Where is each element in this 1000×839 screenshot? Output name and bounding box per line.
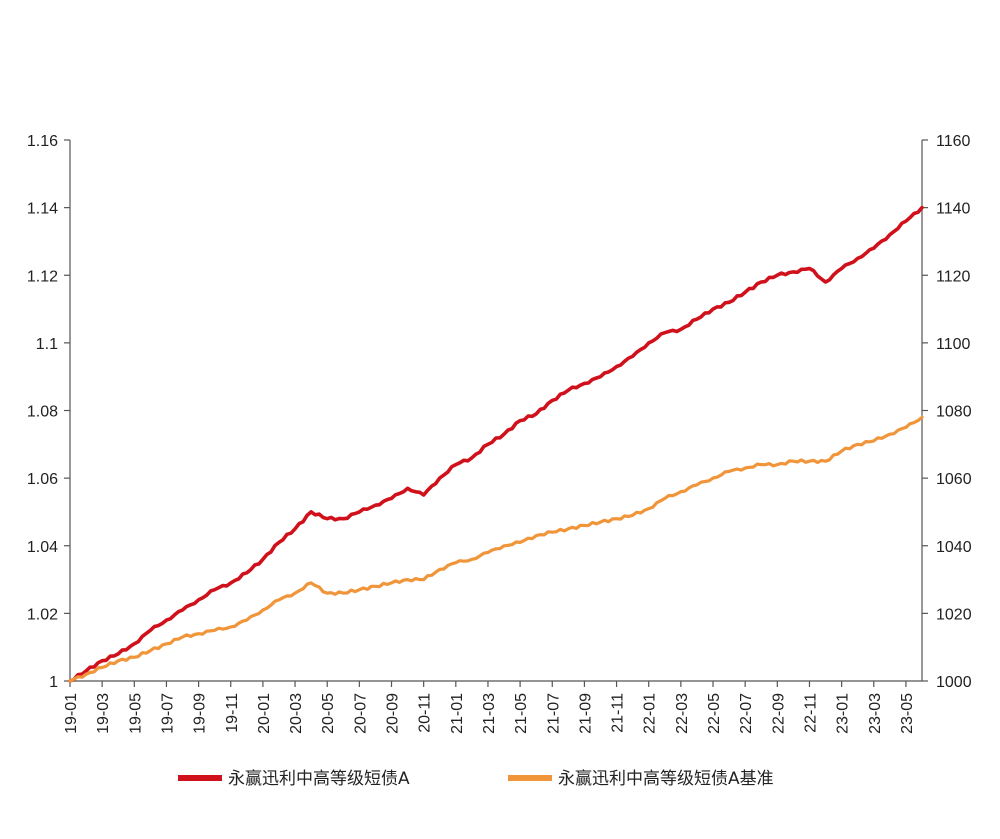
left-y-tick-label: 1.06 [27, 471, 58, 488]
right-y-axis-ticks: 1000 1020 1040 1060 1080 1100 1120 1140 1160 [922, 133, 972, 691]
left-y-tick-label: 1.14 [27, 201, 58, 218]
x-tick-label: 23-05 [899, 693, 916, 734]
x-tick-label: 19-11 [224, 693, 241, 733]
x-tick-label: 21-07 [545, 693, 562, 734]
series-lines [68, 205, 924, 683]
x-axis-ticks: 19-01 19-03 19-05 19-07 19-09 19-11 20-01 20-03… [63, 681, 916, 734]
left-y-tick-label: 1.16 [27, 133, 58, 150]
right-y-tick-label: 1080 [936, 404, 972, 421]
x-tick-label: 20-01 [256, 693, 273, 734]
x-tick-label: 22-01 [642, 693, 659, 734]
x-tick-label: 23-03 [867, 693, 884, 734]
left-y-tick-label: 1.12 [27, 268, 58, 285]
left-y-tick-label: 1.1 [36, 336, 58, 353]
left-y-tick-label: 1.04 [27, 539, 58, 556]
x-tick-label: 20-11 [417, 693, 434, 733]
x-tick-label: 21-09 [577, 693, 594, 734]
series-line-benchmark [68, 415, 924, 683]
legend-label-benchmark: 永赢迅利中高等级短债A基准 [558, 769, 774, 789]
right-y-tick-label: 1000 [936, 674, 972, 691]
x-tick-label: 19-01 [63, 693, 80, 734]
left-y-tick-label: 1 [49, 674, 58, 691]
x-tick-label: 21-05 [513, 693, 530, 734]
legend: 永赢迅利中高等级短债A 永赢迅利中高等级短债A基准 [178, 769, 774, 789]
x-tick-label: 22-03 [674, 693, 691, 734]
x-tick-label: 19-09 [192, 693, 209, 734]
right-y-tick-label: 1120 [936, 268, 971, 285]
x-tick-label: 21-11 [610, 693, 627, 733]
x-tick-label: 19-03 [95, 693, 112, 734]
right-y-tick-label: 1160 [936, 133, 971, 150]
x-tick-label: 20-09 [385, 693, 402, 734]
x-tick-label: 21-03 [481, 693, 498, 734]
x-tick-label: 22-09 [770, 693, 787, 734]
right-y-tick-label: 1140 [936, 201, 971, 218]
x-tick-label: 20-03 [288, 693, 305, 734]
left-y-axis-ticks: 1 1.02 1.04 1.06 1.08 1.1 1.12 1.14 1.16 [27, 133, 70, 691]
left-y-tick-label: 1.08 [27, 404, 58, 421]
series-line-fund [68, 205, 924, 683]
right-y-tick-label: 1040 [936, 539, 972, 556]
right-y-tick-label: 1100 [936, 336, 971, 353]
x-tick-label: 22-11 [802, 693, 819, 733]
x-tick-label: 20-05 [320, 693, 337, 734]
right-y-tick-label: 1060 [936, 471, 972, 488]
x-tick-label: 22-07 [738, 693, 755, 734]
x-tick-label: 22-05 [706, 693, 723, 734]
x-tick-label: 19-07 [159, 693, 176, 734]
x-tick-label: 20-07 [352, 693, 369, 734]
left-y-tick-label: 1.02 [27, 606, 58, 623]
legend-label-fund: 永赢迅利中高等级短债A [228, 769, 410, 789]
x-tick-label: 19-05 [127, 693, 144, 734]
x-tick-label: 21-01 [449, 693, 466, 734]
right-y-tick-label: 1020 [936, 606, 972, 623]
x-tick-label: 23-01 [835, 693, 852, 734]
